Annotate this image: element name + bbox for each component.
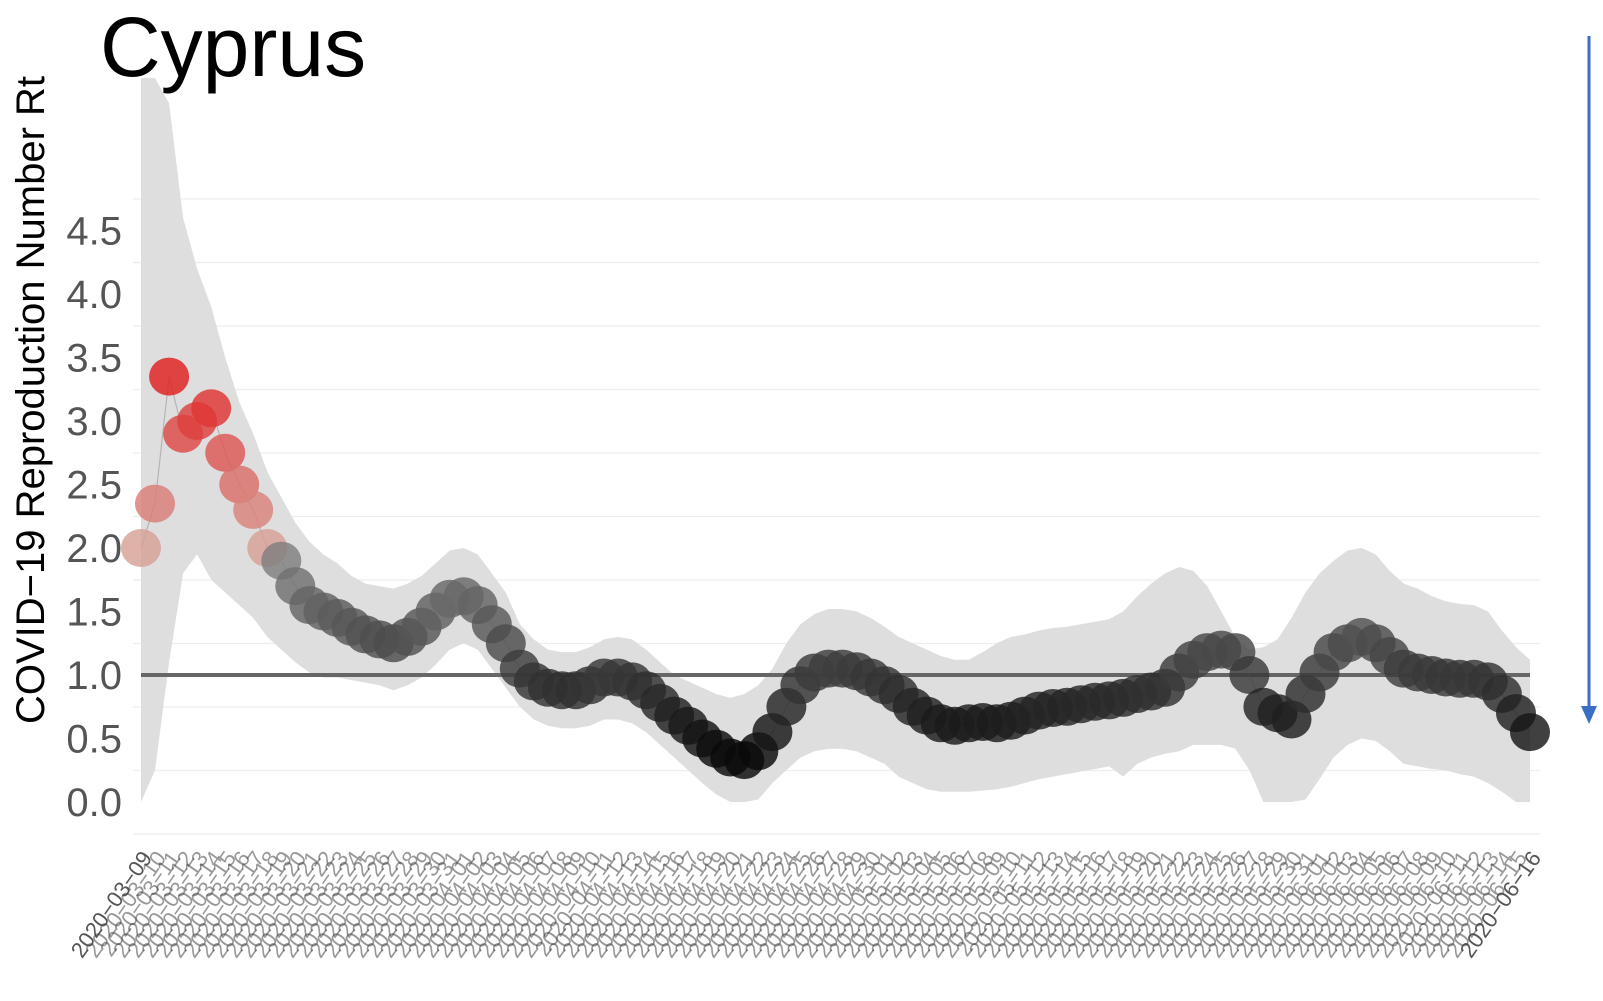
down-arrow-icon <box>1581 36 1597 724</box>
y-axis-label: COVID−19 Reproduction Number Rt <box>9 76 53 724</box>
chart-title: Cyprus <box>100 0 366 94</box>
data-point <box>233 490 274 529</box>
y-tick-label: 2.5 <box>66 464 122 508</box>
x-tick-labels: 2020−03−092020−03−102020−03−112020−03−12… <box>66 847 1546 963</box>
y-tick-label: 3.0 <box>66 400 122 444</box>
y-tick-label: 3.5 <box>66 337 122 381</box>
data-points <box>121 357 1550 780</box>
y-tick-label: 1.5 <box>66 591 122 635</box>
data-point <box>1510 713 1550 752</box>
y-tick-label: 1.0 <box>66 654 122 698</box>
data-point <box>149 357 190 396</box>
data-point <box>191 389 232 428</box>
data-point <box>121 529 161 567</box>
data-point <box>205 433 246 472</box>
y-tick-label: 4.5 <box>66 210 122 254</box>
data-point <box>1229 656 1270 694</box>
y-tick-labels: 0.0 0.5 1.0 1.5 2.0 2.5 3.0 3.5 4.0 4.5 <box>66 210 122 826</box>
data-point <box>135 484 175 523</box>
grid-lines <box>133 198 1540 835</box>
y-tick-label: 0.5 <box>66 718 122 762</box>
y-tick-label: 0.0 <box>66 781 122 825</box>
y-tick-label: 2.0 <box>66 527 122 571</box>
y-tick-label: 4.0 <box>66 273 122 317</box>
